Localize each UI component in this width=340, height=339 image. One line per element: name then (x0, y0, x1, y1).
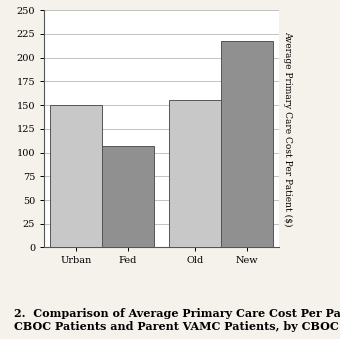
Bar (221, 41, 273, 247)
Bar (169, 100, 221, 247)
Bar (50, 105, 102, 247)
Bar (102, 146, 154, 247)
Y-axis label: Average Primary Care Cost Per Patient ($): Average Primary Care Cost Per Patient ($… (283, 31, 292, 226)
Text: 2.  Comparison of Average Primary Care Cost Per Patient,
CBOC Patients and Paren: 2. Comparison of Average Primary Care Co… (14, 308, 340, 332)
